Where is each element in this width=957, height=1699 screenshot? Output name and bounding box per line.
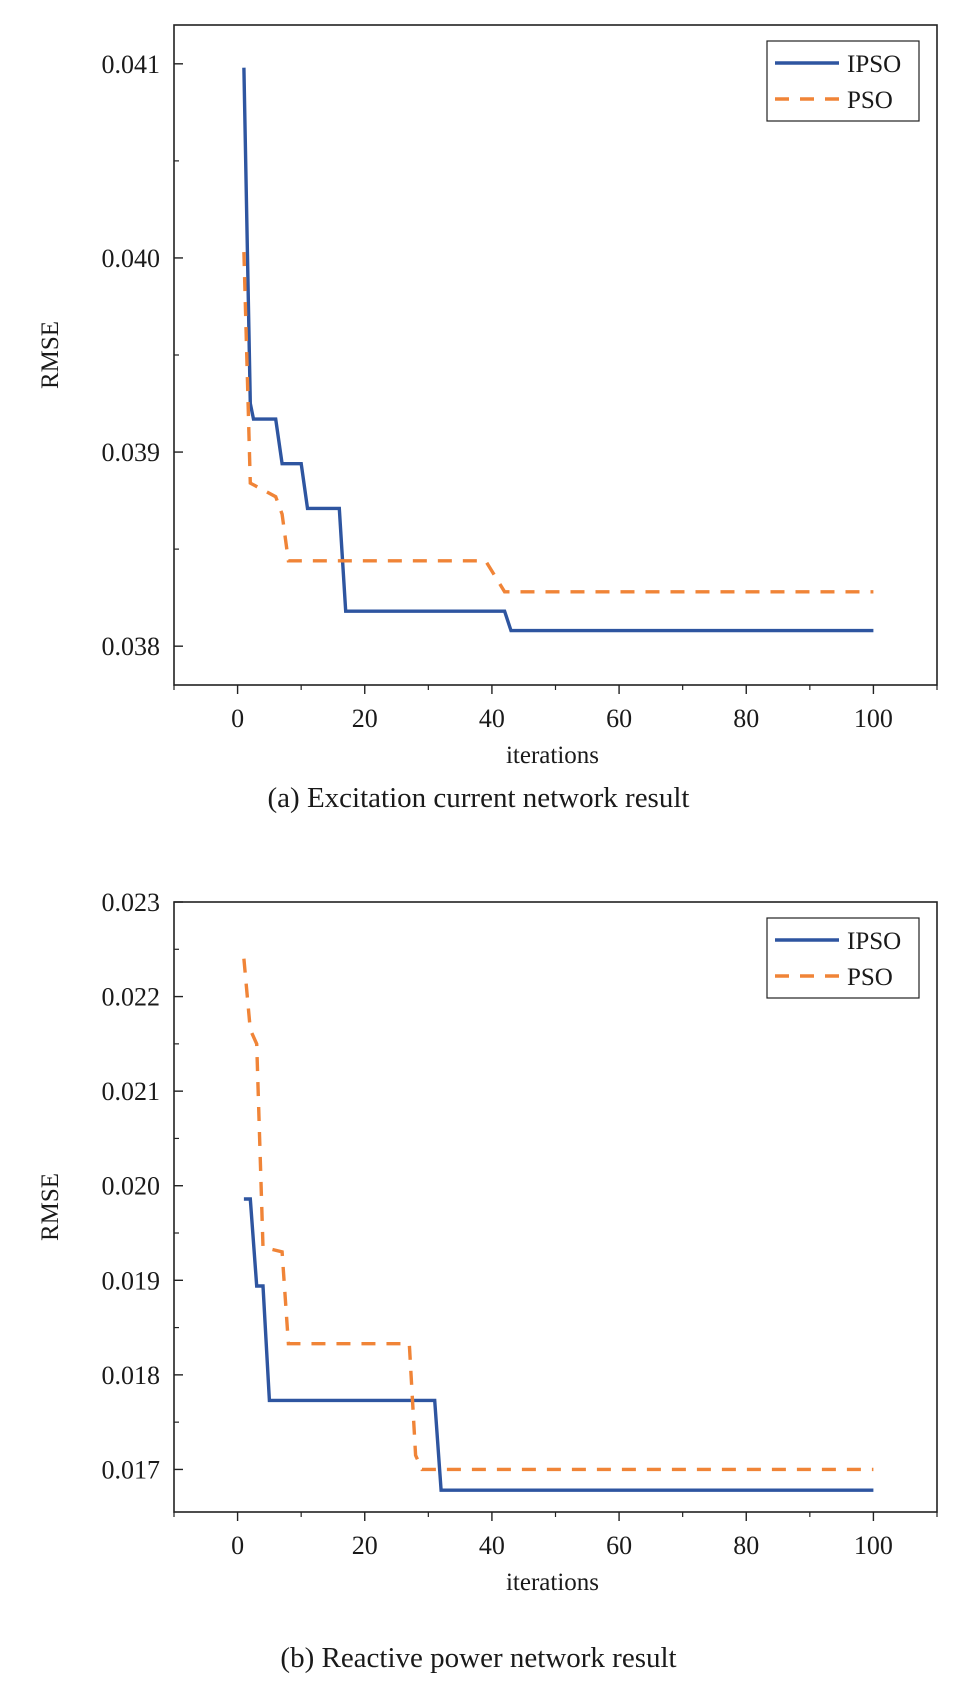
- x-axis-label: iterations: [506, 742, 599, 769]
- legend-label-ipso: IPSO: [847, 51, 901, 78]
- x-tick-label: 80: [733, 704, 759, 733]
- x-tick-label: 0: [231, 704, 244, 733]
- chart-reactive-power: 0.017 0.018 0.019 0.020 0.021 0.022 0.023 0 20 40…: [0, 880, 957, 1699]
- y-tick-label: 0.019: [102, 1266, 161, 1295]
- x-tick-label: 40: [479, 704, 505, 733]
- x-tick-label: 80: [733, 1531, 759, 1560]
- legend-box: [766, 40, 920, 122]
- y-tick-label: 0.021: [102, 1077, 161, 1106]
- y-tick-label: 0.018: [102, 1361, 161, 1390]
- y-axis-label: RMSE: [37, 1173, 64, 1241]
- x-tick-label: 60: [606, 1531, 632, 1560]
- y-tick-label: 0.038: [102, 632, 161, 661]
- chart-a-svg: 0.038 0.039 0.040 0.041 0 20 40 60 80 100 iteratio…: [37, 24, 938, 769]
- series-line-pso: [242, 958, 874, 1472]
- legend-label-ipso: IPSO: [847, 928, 901, 955]
- legend-label-pso: PSO: [847, 87, 893, 114]
- chart-a-caption: (a) Excitation current network result: [267, 782, 690, 814]
- plot-frame: [173, 24, 938, 686]
- y-tick-label: 0.040: [102, 244, 161, 273]
- y-tick-label: 0.017: [102, 1455, 161, 1484]
- chart-b-svg: 0.017 0.018 0.019 0.020 0.021 0.022 0.023 0 20 40…: [37, 888, 938, 1596]
- y-tick-label: 0.022: [102, 983, 161, 1012]
- x-tick-label: 40: [479, 1531, 505, 1560]
- series-line-pso: [242, 252, 874, 594]
- chart-excitation-current: 0.038 0.039 0.040 0.041 0 20 40 60 80 100 iteratio…: [0, 0, 957, 830]
- y-axis-label: RMSE: [37, 321, 64, 389]
- legend-box: [766, 917, 920, 999]
- series-line-ipso: [243, 1197, 874, 1492]
- legend-label-pso: PSO: [847, 964, 893, 991]
- y-tick-label: 0.020: [102, 1172, 161, 1201]
- x-tick-label: 20: [352, 704, 378, 733]
- series-line-ipso: [242, 67, 874, 633]
- x-tick-label: 100: [854, 704, 893, 733]
- y-tick-label: 0.023: [102, 888, 161, 917]
- x-tick-label: 100: [854, 1531, 893, 1560]
- y-tick-label: 0.041: [102, 50, 161, 79]
- x-tick-label: 20: [352, 1531, 378, 1560]
- x-tick-label: 60: [606, 704, 632, 733]
- chart-b-caption: (b) Reactive power network result: [280, 1642, 677, 1674]
- y-tick-label: 0.039: [102, 438, 161, 467]
- x-tick-label: 0: [231, 1531, 244, 1560]
- x-axis-label: iterations: [506, 1569, 599, 1596]
